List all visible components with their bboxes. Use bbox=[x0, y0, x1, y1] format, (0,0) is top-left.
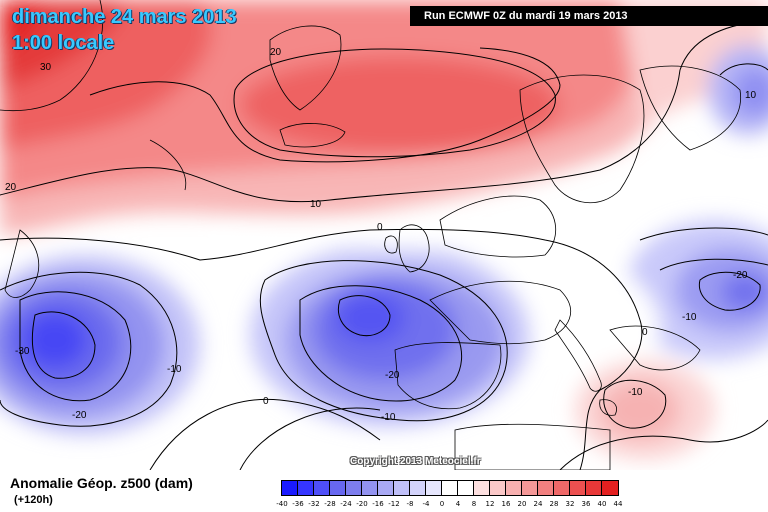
scale-tick-label: 24 bbox=[533, 500, 543, 508]
contour-label: 20 bbox=[5, 182, 17, 193]
scale-swatch bbox=[394, 481, 410, 495]
scale-tick-label: 0 bbox=[439, 500, 445, 508]
scale-tick-label: 4 bbox=[455, 500, 461, 508]
scale-tick-label: 32 bbox=[565, 500, 575, 508]
forecast-local-hour: 1:00 locale bbox=[12, 32, 115, 54]
scale-swatch bbox=[602, 481, 618, 495]
contour-lines bbox=[0, 19, 768, 470]
contour-label: 30 bbox=[40, 62, 52, 73]
anomaly-field bbox=[0, 0, 768, 460]
scale-swatch bbox=[426, 481, 442, 495]
scale-swatch bbox=[458, 481, 474, 495]
scale-tick-label: 44 bbox=[613, 500, 623, 508]
contour-label: 10 bbox=[745, 90, 757, 101]
legend-subtitle: (+120h) bbox=[14, 494, 53, 506]
legend-title: Anomalie Géop. z500 (dam) bbox=[10, 475, 193, 491]
contour-label: -10 bbox=[167, 364, 182, 375]
scale-swatch bbox=[314, 481, 330, 495]
anomaly-map: 30 20 20 10 10 0 -10 -20 -30 -10 -20 0 -… bbox=[0, 0, 768, 470]
contour-label: -30 bbox=[15, 346, 30, 357]
scale-tick-label: 40 bbox=[597, 500, 607, 508]
contour-label: -10 bbox=[628, 387, 643, 398]
scale-swatch bbox=[330, 481, 346, 495]
contour-label: -20 bbox=[733, 270, 748, 281]
scale-swatch bbox=[554, 481, 570, 495]
scale-swatch bbox=[442, 481, 458, 495]
scale-swatch bbox=[570, 481, 586, 495]
scale-swatch bbox=[346, 481, 362, 495]
scale-swatch bbox=[378, 481, 394, 495]
contour-label: 0 bbox=[642, 327, 648, 338]
contour-label: 20 bbox=[270, 47, 282, 58]
scale-tick-label: 8 bbox=[471, 500, 477, 508]
contour-label: -10 bbox=[381, 412, 396, 423]
copyright-text: Copyright 2013 Meteociel.fr bbox=[350, 456, 481, 467]
contour-label: 10 bbox=[310, 199, 322, 210]
scale-tick-label: 16 bbox=[501, 500, 511, 508]
contour-label: -10 bbox=[682, 312, 697, 323]
scale-swatch bbox=[298, 481, 314, 495]
contour-label: 0 bbox=[263, 396, 269, 407]
contour-label: -20 bbox=[72, 410, 87, 421]
scale-tick-label: -40 bbox=[276, 500, 288, 508]
run-info: Run ECMWF 0Z du mardi 19 mars 2013 bbox=[410, 6, 768, 26]
scale-swatch bbox=[538, 481, 554, 495]
contour-labels: 30 20 20 10 10 0 -10 -20 -30 -10 -20 0 -… bbox=[5, 47, 757, 423]
contour-label: -20 bbox=[385, 370, 400, 381]
scale-swatch bbox=[474, 481, 490, 495]
scale-tick-label: -8 bbox=[406, 500, 414, 508]
scale-tick-label: -12 bbox=[388, 500, 400, 508]
scale-tick-label: 20 bbox=[517, 500, 527, 508]
scale-tick-label: -28 bbox=[324, 500, 336, 508]
scale-tick-label: -24 bbox=[340, 500, 352, 508]
scale-tick-label: -4 bbox=[422, 500, 430, 508]
scale-swatch bbox=[362, 481, 378, 495]
scale-swatch bbox=[586, 481, 602, 495]
scale-tick-label: -36 bbox=[292, 500, 304, 508]
forecast-date: dimanche 24 mars 2013 bbox=[12, 6, 237, 28]
scale-swatch bbox=[410, 481, 426, 495]
scale-tick-label: -16 bbox=[372, 500, 384, 508]
scale-tick-label: 12 bbox=[485, 500, 495, 508]
scale-swatch bbox=[282, 481, 298, 495]
scale-swatch bbox=[522, 481, 538, 495]
scale-tick-label: 28 bbox=[549, 500, 559, 508]
scale-swatch bbox=[506, 481, 522, 495]
scale-tick-label: -20 bbox=[356, 500, 368, 508]
scale-swatch bbox=[490, 481, 506, 495]
color-scale bbox=[281, 480, 619, 496]
scale-tick-label: -32 bbox=[308, 500, 320, 508]
contour-label: 0 bbox=[377, 222, 383, 233]
scale-tick-label: 36 bbox=[581, 500, 591, 508]
